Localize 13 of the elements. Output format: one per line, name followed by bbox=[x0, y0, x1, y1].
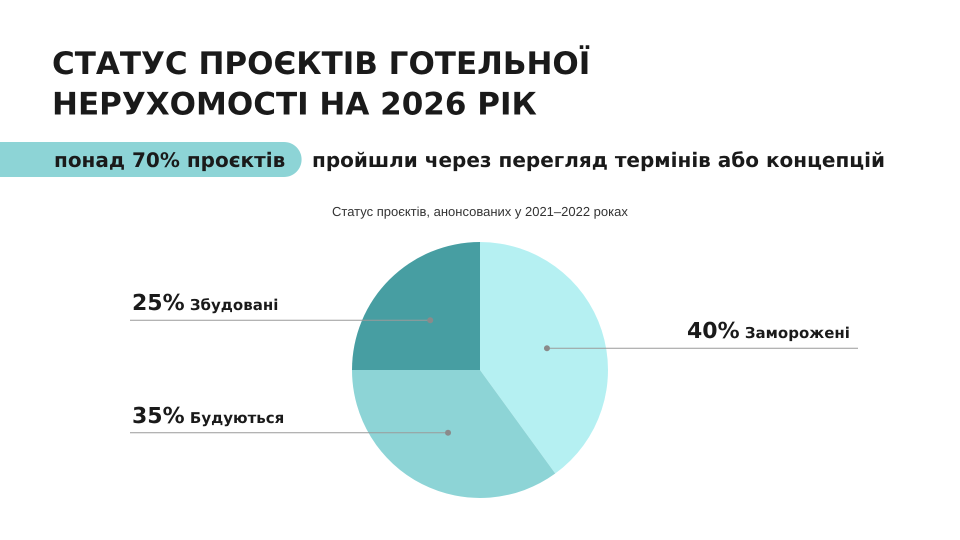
slice-label: Заморожені bbox=[744, 324, 850, 342]
slice-label: Будуються bbox=[190, 409, 284, 427]
data-label: 40% bbox=[687, 319, 740, 344]
pie-slice bbox=[352, 370, 556, 498]
chart-subtitle: Статус проєктів, анонсованих у 2021–2022 роках bbox=[332, 204, 628, 219]
pie-slice bbox=[480, 242, 608, 474]
data-label: 25% bbox=[132, 291, 185, 316]
chart-title: СТАТУС ПРОЄКТІВ ГОТЕЛЬНОЇ НЕРУХОМОСТІ НА 2026 РІК bbox=[52, 45, 590, 122]
data-label: 35% bbox=[132, 404, 185, 429]
slice-label: Збудовані bbox=[190, 296, 278, 314]
text: пройшли через перегляд термінів або концепцій bbox=[312, 148, 885, 172]
pie-slice bbox=[352, 242, 480, 370]
text: понад 70% проєктів bbox=[54, 148, 286, 172]
